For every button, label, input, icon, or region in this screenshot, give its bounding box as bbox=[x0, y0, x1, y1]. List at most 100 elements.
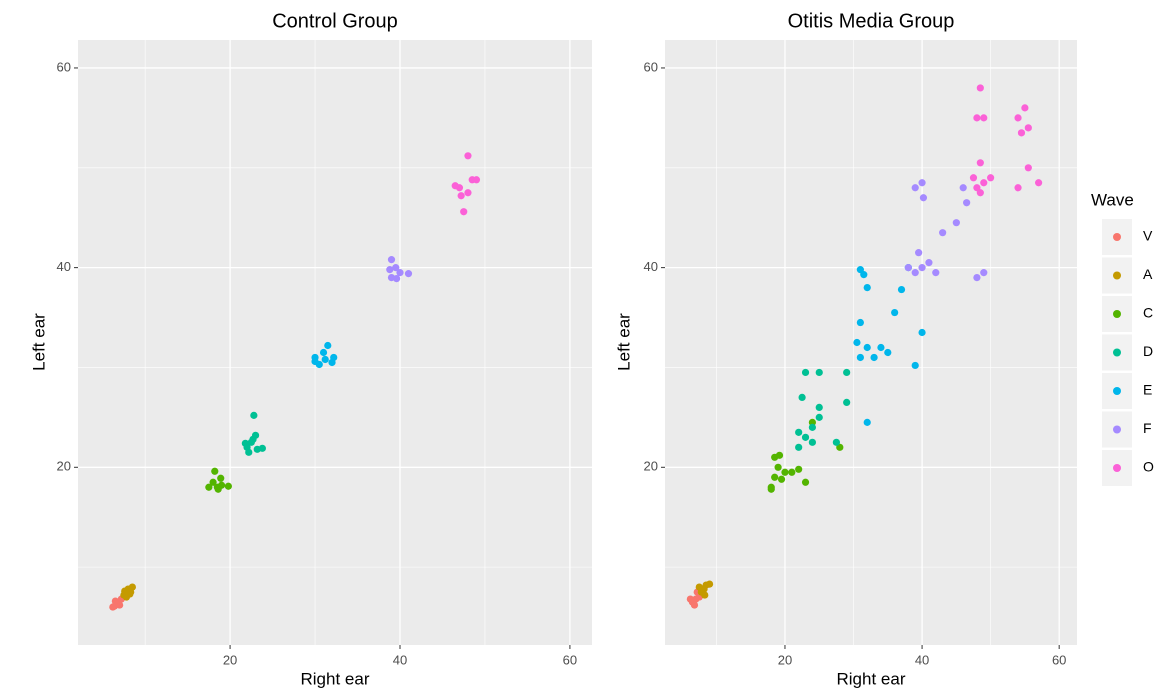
point bbox=[801, 433, 810, 441]
y-tick-label: 20 bbox=[644, 459, 658, 474]
point bbox=[217, 474, 225, 482]
legend-marker bbox=[1113, 310, 1121, 318]
y-tick-label: 20 bbox=[57, 459, 71, 474]
y-axis-label: Left ear bbox=[614, 313, 633, 371]
point bbox=[387, 256, 396, 264]
point bbox=[969, 174, 978, 182]
chart-title: Control Group bbox=[272, 10, 398, 32]
point bbox=[250, 411, 258, 419]
x-tick-label: 60 bbox=[563, 652, 577, 667]
point bbox=[209, 478, 217, 486]
point bbox=[801, 478, 810, 486]
point bbox=[911, 269, 919, 277]
point bbox=[863, 343, 871, 352]
point bbox=[843, 398, 851, 407]
point bbox=[205, 483, 213, 491]
point bbox=[1014, 114, 1022, 122]
point bbox=[815, 413, 823, 421]
point bbox=[918, 264, 926, 272]
plot-background bbox=[78, 40, 592, 645]
x-tick-label: 40 bbox=[915, 652, 929, 667]
point bbox=[1021, 104, 1029, 112]
point bbox=[843, 368, 851, 377]
point bbox=[915, 249, 923, 257]
point bbox=[1035, 179, 1043, 187]
point bbox=[774, 463, 782, 471]
point bbox=[911, 184, 919, 192]
point bbox=[771, 473, 779, 481]
point bbox=[808, 438, 816, 446]
point bbox=[853, 338, 861, 347]
x-axis-label: Right ear bbox=[301, 669, 370, 688]
legend-label: E bbox=[1143, 382, 1152, 398]
point bbox=[464, 152, 472, 160]
point bbox=[396, 269, 404, 277]
point bbox=[856, 353, 864, 362]
point bbox=[911, 361, 919, 370]
point bbox=[932, 269, 940, 277]
point bbox=[788, 468, 796, 476]
point bbox=[919, 194, 928, 202]
point bbox=[980, 114, 988, 122]
point bbox=[253, 445, 261, 453]
point bbox=[126, 590, 134, 598]
point bbox=[690, 601, 699, 609]
legend-marker bbox=[1113, 387, 1121, 395]
point bbox=[891, 308, 899, 317]
point bbox=[451, 182, 459, 190]
legend-label: D bbox=[1143, 343, 1153, 359]
point bbox=[939, 229, 947, 237]
legend-marker bbox=[1113, 233, 1121, 241]
point bbox=[973, 114, 981, 122]
point bbox=[863, 283, 871, 292]
legend-label: V bbox=[1143, 228, 1153, 244]
plot-background bbox=[665, 40, 1077, 645]
point bbox=[884, 348, 892, 357]
point bbox=[877, 343, 885, 352]
legend-marker bbox=[1113, 271, 1121, 280]
legend-marker bbox=[1113, 348, 1121, 357]
point bbox=[777, 475, 786, 483]
point bbox=[686, 595, 694, 603]
legend-title: Wave bbox=[1091, 190, 1134, 209]
point bbox=[701, 591, 709, 599]
point bbox=[897, 285, 906, 294]
point bbox=[959, 184, 967, 192]
point bbox=[795, 443, 803, 451]
point bbox=[980, 179, 988, 187]
point bbox=[386, 266, 394, 274]
point bbox=[781, 468, 789, 476]
y-tick-label: 60 bbox=[644, 59, 658, 74]
x-tick-label: 20 bbox=[778, 652, 792, 667]
point bbox=[241, 439, 249, 447]
point bbox=[321, 355, 329, 364]
point bbox=[976, 159, 984, 167]
point bbox=[976, 84, 984, 92]
point bbox=[815, 368, 823, 377]
legend-marker bbox=[1113, 464, 1121, 472]
legend-marker bbox=[1113, 425, 1121, 434]
point bbox=[798, 393, 806, 402]
y-tick-label: 40 bbox=[644, 259, 658, 274]
point bbox=[404, 270, 413, 278]
x-axis-label: Right ear bbox=[837, 669, 906, 688]
point bbox=[808, 423, 816, 431]
x-tick-label: 20 bbox=[223, 652, 237, 667]
point bbox=[976, 189, 984, 197]
point bbox=[925, 259, 933, 267]
point bbox=[211, 467, 219, 475]
point bbox=[952, 219, 960, 227]
point bbox=[1024, 124, 1032, 132]
point bbox=[1014, 184, 1022, 192]
point bbox=[795, 428, 803, 436]
legend-label: C bbox=[1143, 305, 1153, 321]
legend-label: O bbox=[1143, 459, 1154, 475]
point bbox=[464, 189, 472, 197]
chart-title: Otitis Media Group bbox=[788, 10, 955, 32]
point bbox=[392, 264, 400, 272]
point bbox=[214, 485, 222, 493]
point bbox=[311, 357, 319, 366]
point bbox=[863, 418, 871, 426]
point bbox=[224, 482, 232, 490]
